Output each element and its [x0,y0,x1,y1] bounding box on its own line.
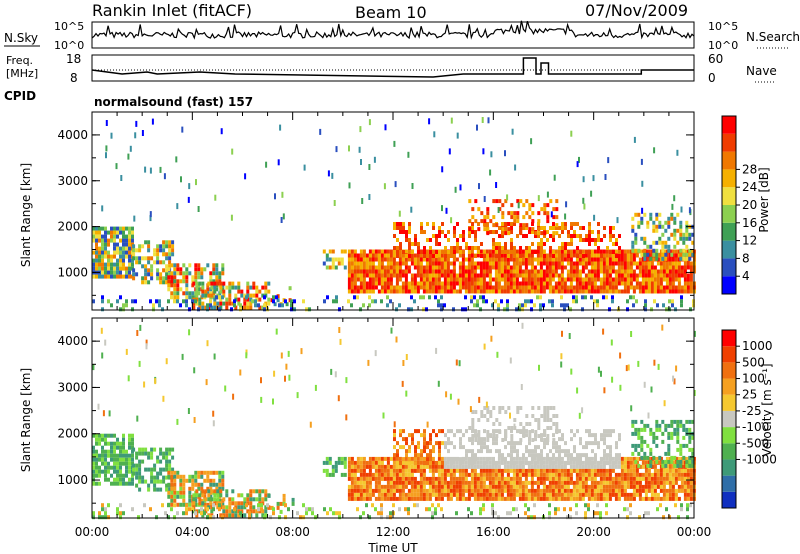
power-x-ticks [91,112,695,310]
power-heatmap [92,117,696,312]
x-tick-label: 20:00 [576,525,611,539]
colorbar-tick-label: 16 [742,216,757,230]
x-tick-label: 00:00 [75,525,110,539]
colorbar-tick-label: 100 [742,372,765,386]
velocity-y-label: Slant Range [km] [19,368,33,472]
nsearch-tick-top: 10^5 [708,20,738,33]
colorbar-swatch [722,459,736,476]
colorbar-swatch [722,443,736,460]
velocity-panel: 1000 2000 3000 4000 00:00 04:00 08:00 12:00 16:… [19,317,777,539]
power-y-label: Slant Range [km] [19,163,33,267]
colorbar-swatch [722,116,736,134]
colorbar-tick-label: 12 [742,234,757,248]
colorbar-swatch [722,187,736,205]
freq-trace [91,57,694,78]
colorbar-swatch [722,151,736,170]
colorbar-swatch [722,346,736,363]
nave-label: Nave [746,64,777,78]
colorbar-swatch [722,169,736,188]
colorbar-tick-label: -1000 [742,452,777,466]
velocity-y-axis: 1000 2000 3000 4000 [57,317,694,504]
colorbar-swatch [722,491,736,508]
colorbar-tick-label: -25 [742,404,762,418]
y-tick-label: 1000 [57,265,88,279]
colorbar-tick-label: 24 [742,180,757,194]
noise-panel: N.Sky 10^5 10^0 10^5 10^0 N.Search [4,20,800,52]
velocity-colorbar: 1000 500 100 25 -25 -100 -500 -1000 [721,329,777,509]
colorbar-tick-label: -100 [742,420,769,434]
colorbar-tick-label: 25 [742,388,757,402]
cpid-value: normalsound (fast) 157 [94,95,253,109]
y-tick-label: 3000 [57,380,88,394]
x-tick-label: 04:00 [175,525,210,539]
y-tick-label: 2000 [57,220,88,234]
colorbar-swatch [722,394,736,411]
freq-tick-top: 18 [66,52,81,66]
colorbar-tick-label: 28 [742,162,757,176]
x-axis-label: Time UT [367,541,418,554]
y-tick-label: 4000 [57,128,88,142]
station-title: Rankin Inlet (fitACF) [92,1,252,20]
colorbar-swatch [722,427,736,444]
colorbar-tick-label: 20 [742,198,757,212]
y-tick-label: 2000 [57,427,88,441]
power-colorbar-label: Power [dB] [757,167,771,232]
nsky-tick-bottom: 10^0 [54,39,84,52]
noise-trace [91,20,695,40]
nave-tick-top: 60 [708,52,723,66]
nsky-label: N.Sky [4,31,38,45]
nsky-tick-top: 10^5 [54,20,84,33]
freq-label-line1: Freq. [6,54,33,67]
colorbar-swatch [722,133,736,152]
freq-tick-bottom: 8 [70,71,78,85]
power-colorbar: 4 8 12 16 20 24 28 [721,115,757,295]
colorbar-swatch [722,258,736,277]
y-tick-label: 4000 [57,334,88,348]
colorbar-swatch [722,240,736,259]
colorbar-tick-label: 8 [742,251,750,265]
colorbar-swatch [722,222,736,241]
colorbar-swatch [722,205,736,223]
power-y-axis: 1000 2000 3000 4000 [57,111,694,296]
power-panel: 1000 2000 3000 4000 Slant Range [km] 4 8 12 16… [19,111,771,312]
freq-panel: Freq. [MHz] 18 8 60 0 Nave [6,52,777,85]
colorbar-tick-label: 1000 [742,339,773,353]
colorbar-swatch [722,410,736,428]
colorbar-swatch [722,475,736,492]
colorbar-swatch [722,330,736,347]
velocity-colorbar-label: Velocity [m s⁻¹] [760,363,774,456]
nsearch-label: N.Search [746,30,800,44]
beam-title: Beam 10 [355,3,427,22]
colorbar-tick-label: -500 [742,436,769,450]
colorbar-tick-label: 4 [742,269,750,283]
colorbar-swatch [722,276,736,294]
cpid-label: CPID [4,89,36,103]
colorbar-swatch [722,378,736,395]
colorbar-tick-label: 500 [742,355,765,369]
freq-label-line2: [MHz] [6,67,38,80]
x-tick-label: 16:00 [476,525,511,539]
x-tick-label: 12:00 [376,525,411,539]
y-tick-label: 3000 [57,174,88,188]
y-tick-label: 1000 [57,473,88,487]
x-tick-label: 00:00 [677,525,712,539]
nave-tick-bottom: 0 [708,71,716,85]
velocity-heatmap [92,322,696,520]
date-title: 07/Nov/2009 [585,1,688,20]
x-tick-label: 08:00 [275,525,310,539]
nsearch-tick-bottom: 10^0 [708,39,738,52]
velocity-x-axis: 00:00 04:00 08:00 12:00 16:00 20:00 00:00 [75,318,712,539]
colorbar-swatch [722,362,736,379]
